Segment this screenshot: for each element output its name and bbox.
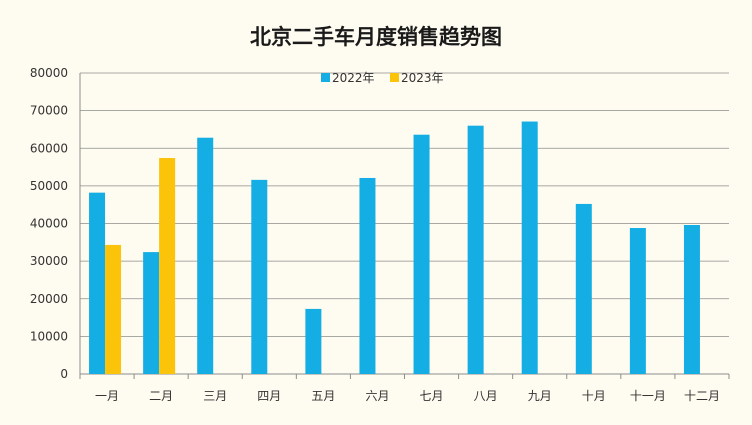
bar-2022年-十二月 <box>683 225 700 374</box>
bar-2022年-七月 <box>413 134 430 374</box>
y-tick-label: 60000 <box>30 141 68 155</box>
y-tick-label: 70000 <box>30 104 68 118</box>
x-tick-label: 三月 <box>203 389 227 403</box>
chart-title: 北京二手车月度销售趋势图 <box>250 25 502 49</box>
y-tick-label: 30000 <box>30 254 68 268</box>
bar-2022年-六月 <box>359 177 376 374</box>
bar-2022年-十一月 <box>629 228 646 374</box>
x-tick-label: 五月 <box>311 389 335 403</box>
y-tick-label: 80000 <box>30 66 68 80</box>
legend-swatch <box>321 73 330 82</box>
bar-2022年-十月 <box>575 203 592 374</box>
y-tick-label: 0 <box>60 367 68 381</box>
x-tick-label: 一月 <box>95 389 119 403</box>
x-tick-label: 十月 <box>582 389 606 403</box>
axes: 0 10000 20000 30000 40000 50000 60000 70000 8000… <box>30 66 730 403</box>
legend-label: 2022年 <box>332 71 375 85</box>
y-tick-label: 40000 <box>30 217 68 231</box>
bar-2022年-五月 <box>305 308 322 374</box>
bar-2023年-一月 <box>105 244 122 374</box>
bar-2022年-九月 <box>521 121 538 374</box>
legend: 2022年 2023年 <box>321 71 444 85</box>
legend-swatch <box>390 73 399 82</box>
bar-2022年-一月 <box>89 192 106 374</box>
bar-2022年-四月 <box>251 179 268 374</box>
x-tick-label: 七月 <box>420 389 444 403</box>
bar-2022年-八月 <box>467 125 484 374</box>
x-tick-label: 六月 <box>365 389 389 403</box>
y-tick-label: 50000 <box>30 179 68 193</box>
y-tick-label: 20000 <box>30 292 68 306</box>
bar-2022年-二月 <box>143 252 160 374</box>
x-tick-label: 二月 <box>149 389 173 403</box>
bars <box>89 121 700 374</box>
bar-2023年-二月 <box>159 158 176 374</box>
legend-label: 2023年 <box>401 71 444 85</box>
x-tick-label: 九月 <box>528 389 552 403</box>
gridlines <box>80 72 729 337</box>
x-tick-label: 八月 <box>474 389 498 403</box>
x-tick-label: 十一月 <box>630 389 666 403</box>
bar-2022年-三月 <box>197 137 214 374</box>
y-tick-label: 10000 <box>30 329 68 343</box>
x-tick-label: 四月 <box>257 389 281 403</box>
x-tick-label: 十二月 <box>684 389 720 403</box>
